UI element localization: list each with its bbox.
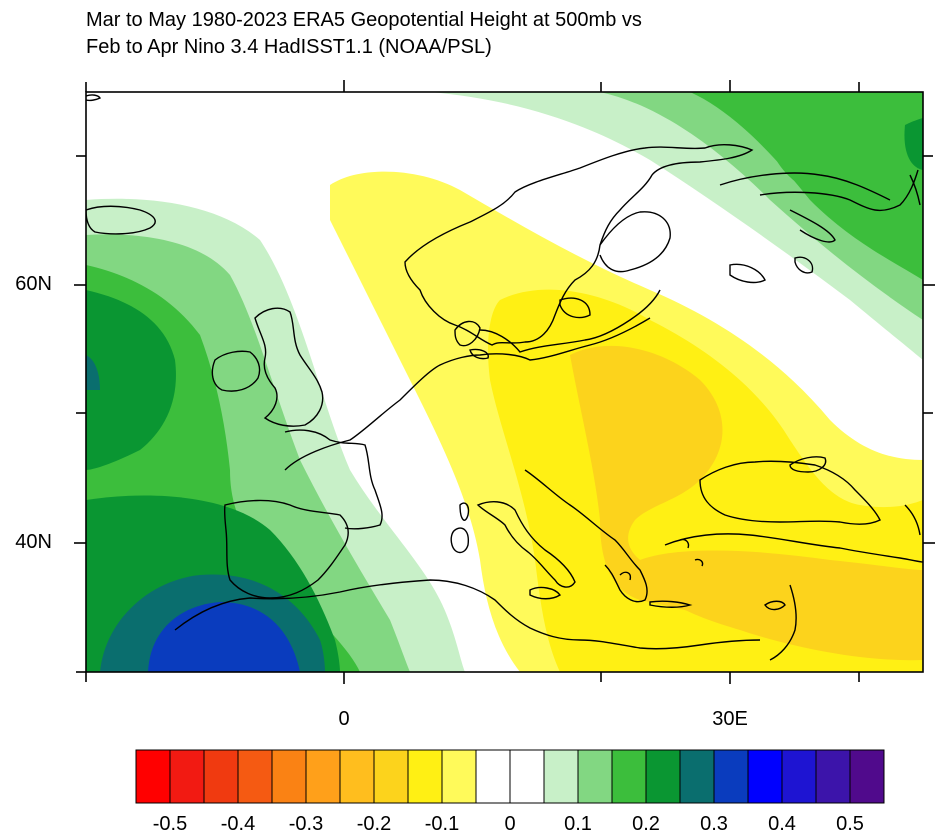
coastline-greenland-tip [86,94,102,102]
colorbar-box-20 [815,749,851,804]
colorbar-label-0: -0.5 [152,813,188,835]
coastline-finland [599,211,671,273]
coastline-aegean-islands [619,538,704,581]
coastline-iceland [86,205,156,235]
coastline-sicily [529,586,562,600]
coastline-novaya-zemlya [759,169,919,243]
contour-ne-0.3b [763,92,923,215]
coastline-france [284,429,383,530]
colorbar-box-16 [679,749,715,804]
axis-ticks [74,80,935,684]
colorbar-label-10: 0.5 [836,813,864,835]
chart-title-line-1: Mar to May 1980-2023 ERA5 Geopotential H… [86,9,642,31]
coastlines [86,94,923,661]
colorbar-label-4: -0.1 [424,813,460,835]
colorbar-label-2: -0.3 [288,813,324,835]
contour-ne-0.4 [904,118,923,170]
chart-title-line-2: Feb to Apr Nino 3.4 HadISST1.1 (NOAA/PSL… [86,36,492,58]
colorbar-box-0 [135,749,171,804]
coastline-kola [719,172,891,201]
coastline-svalbard [909,174,921,206]
colorbar-label-7: 0.2 [632,813,660,835]
colorbar-box-7 [373,749,409,804]
contour-west-0.4 [86,290,176,470]
colorbar-box-9 [441,749,477,804]
colorbar-box-13 [577,749,613,804]
colorbar-box-6 [339,749,375,804]
colorbar-label-1: -0.4 [220,813,256,835]
colorbar-box-12 [543,749,579,804]
coastline-crimea [789,456,827,473]
coastline-mainland-europe [284,317,651,471]
coastline-britain [254,307,324,427]
coastline-caspian [904,504,921,536]
colorbar-box-11 [509,749,545,804]
lon-label-0: 0 [338,708,350,730]
coastline-balkans-greece [524,469,648,603]
coastline-italy [476,501,576,588]
lat-label-60n: 60N [15,273,52,295]
colorbar-box-15 [645,749,681,804]
colorbar-label-3: -0.2 [356,813,392,835]
contour-west-0.6 [148,602,300,672]
contour-neg-0.3-core [640,550,923,661]
coastline-black-sea [699,460,881,525]
colorbar-label-8: 0.3 [700,813,728,835]
coastline-iberia [223,499,349,599]
coastline-scandinavia [404,143,754,346]
lat-label-40n: 40N [15,531,52,553]
colorbar-box-1 [169,749,205,804]
colorbar-box-14 [611,749,647,804]
colorbar-box-18 [747,749,783,804]
coastline-white-sea [729,256,814,284]
colorbar-box-17 [713,749,749,804]
colorbar-box-8 [407,749,443,804]
coastline-crete [649,600,693,608]
contour-west-0.5-edge [86,355,100,390]
colorbar-label-5: 0 [504,813,516,835]
colorbar-box-2 [203,749,239,804]
coastline-north-africa [174,579,761,650]
lon-label-30e: 30E [712,708,748,730]
colorbar-box-21 [849,749,885,804]
coastline-anatolia [664,533,923,563]
coastline-sardinia [450,527,470,554]
colorbar-box-10 [475,749,511,804]
colorbar-label-6: 0.1 [564,813,592,835]
colorbar [135,749,885,804]
coastline-levant [769,584,797,661]
colorbar-box-3 [237,749,273,804]
coastline-ireland [211,350,261,392]
contour-field [86,92,923,672]
coastline-baltic [479,289,661,353]
colorbar-label-9: 0.4 [768,813,796,835]
colorbar-box-5 [305,749,341,804]
coastline-cyprus [764,600,786,611]
coastline-corsica [459,502,470,521]
colorbar-box-19 [781,749,817,804]
colorbar-box-4 [271,749,307,804]
plot-frame [85,91,924,673]
